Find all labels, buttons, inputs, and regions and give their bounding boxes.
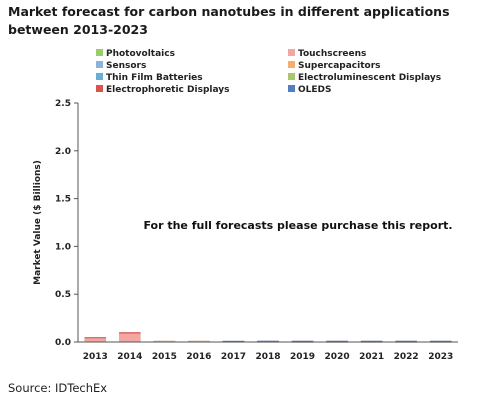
y-tick-label: 0.5 [55,290,71,300]
x-tick-label: 2020 [325,352,350,362]
x-tick-label: 2013 [83,352,108,362]
y-tick-label: 1.5 [55,195,71,205]
legend-swatch-photovoltaics [96,49,103,56]
legend-swatch-electroluminescent-displays [288,73,295,80]
bar-2014-touchscreens [118,333,141,343]
x-tick-label: 2018 [255,352,280,362]
legend-swatch-thin-film-batteries [96,73,103,80]
x-tick-label: 2015 [152,352,177,362]
y-tick-label: 2.0 [55,147,71,157]
y-tick-label: 2.5 [55,99,71,109]
x-tick-label: 2021 [359,352,384,362]
x-tick-label: 2014 [117,352,142,362]
x-tick-label: 2023 [428,352,453,362]
y-tick-label: 1.0 [55,242,71,252]
legend-label: Supercapacitors [298,61,381,71]
legend-label: Electrophoretic Displays [106,85,230,95]
legend-swatch-sensors [96,61,103,68]
bar-2013-electrophoretic-displays [84,336,107,339]
legend: Photovoltaics Touchscreens Sensors Supercap… [96,49,441,95]
chart-title: Market forecast for carbon nanotubes in … [8,4,450,37]
legend-swatch-electrophoretic-displays [96,85,103,92]
x-tick-label: 2019 [290,352,315,362]
x-tick-label: 2017 [221,352,246,362]
bar-2013-touchscreens [84,337,107,343]
y-tick-label: 0.0 [55,338,71,348]
legend-label: Electroluminescent Displays [298,73,441,83]
legend-label: OLEDS [298,85,332,95]
legend-swatch-touchscreens [288,49,295,56]
source-text: Source: IDTechEx [8,381,108,395]
legend-swatch-oleds [288,85,295,92]
bars [84,331,452,343]
x-axis: 2013 2014 2015 2016 2017 2018 2019 2020 2021 2022… [78,341,458,362]
bar-2014-electrophoretic-displays [118,331,141,334]
legend-swatch-supercapacitors [288,61,295,68]
legend-label: Touchscreens [298,49,366,59]
chart-annotation: For the full forecasts please purchase t… [143,219,452,232]
x-tick-label: 2022 [394,352,419,362]
legend-label: Sensors [106,61,146,71]
legend-label: Photovoltaics [106,49,175,59]
legend-label: Thin Film Batteries [106,73,203,83]
x-tick-label: 2016 [186,352,211,362]
y-axis: 0.0 0.5 1.0 1.5 2.0 2.5 [55,99,79,348]
y-axis-title: Market Value ($ Billions) [33,160,43,285]
